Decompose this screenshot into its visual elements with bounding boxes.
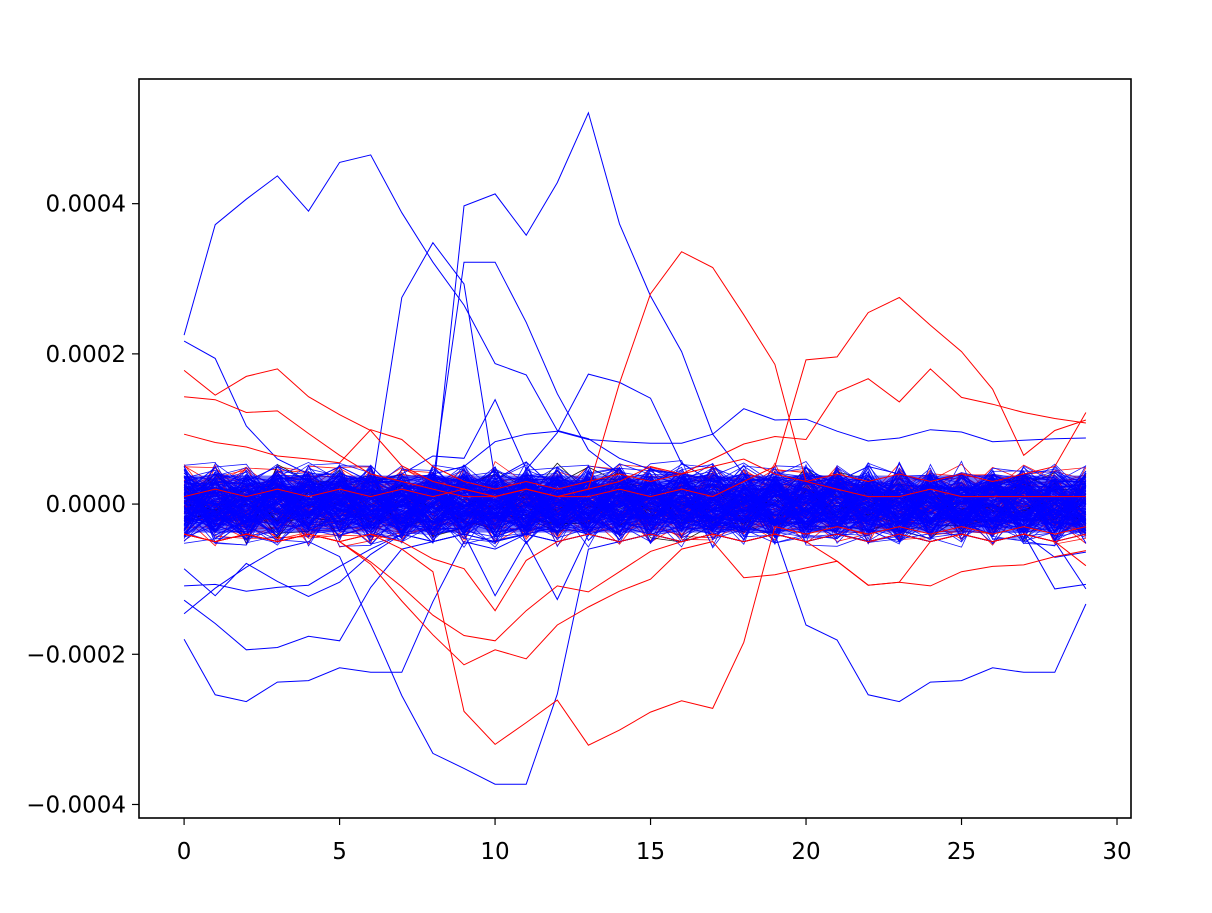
x-tick-label: 0 bbox=[177, 839, 192, 865]
y-axis: −0.0004 −0.0002 0.0000 0.0002 0.0004 bbox=[26, 192, 139, 818]
series-line-blue-low-1 bbox=[183, 526, 1087, 703]
dense-band-core bbox=[184, 475, 1086, 533]
x-tick-label: 5 bbox=[332, 839, 347, 865]
x-axis: 0 5 10 15 20 25 30 bbox=[177, 818, 1132, 865]
x-tick-label: 30 bbox=[1102, 839, 1131, 865]
series-line-blue-mid-1 bbox=[183, 340, 1086, 482]
y-tick-label: 0.0004 bbox=[46, 192, 126, 218]
x-tick-label: 10 bbox=[480, 839, 509, 865]
y-tick-label: −0.0002 bbox=[26, 642, 126, 668]
y-tick-label: −0.0004 bbox=[26, 792, 126, 818]
x-tick-label: 15 bbox=[636, 839, 665, 865]
plot-frame bbox=[138, 78, 1132, 819]
series-line-red-high-3 bbox=[183, 368, 1086, 498]
x-tick-label: 25 bbox=[947, 839, 976, 865]
series-line-red-high-2 bbox=[184, 296, 1087, 498]
dense-noise-band bbox=[183, 460, 1087, 549]
series-line-red-high-1 bbox=[183, 251, 1086, 498]
y-tick-label: 0.0002 bbox=[46, 342, 126, 368]
series-line-red-low-4 bbox=[183, 533, 1087, 612]
y-tick-label: 0.0000 bbox=[46, 492, 126, 518]
x-tick-label: 20 bbox=[791, 839, 820, 865]
series-line-red-high-4 bbox=[183, 412, 1087, 490]
series-lines bbox=[183, 111, 1087, 785]
